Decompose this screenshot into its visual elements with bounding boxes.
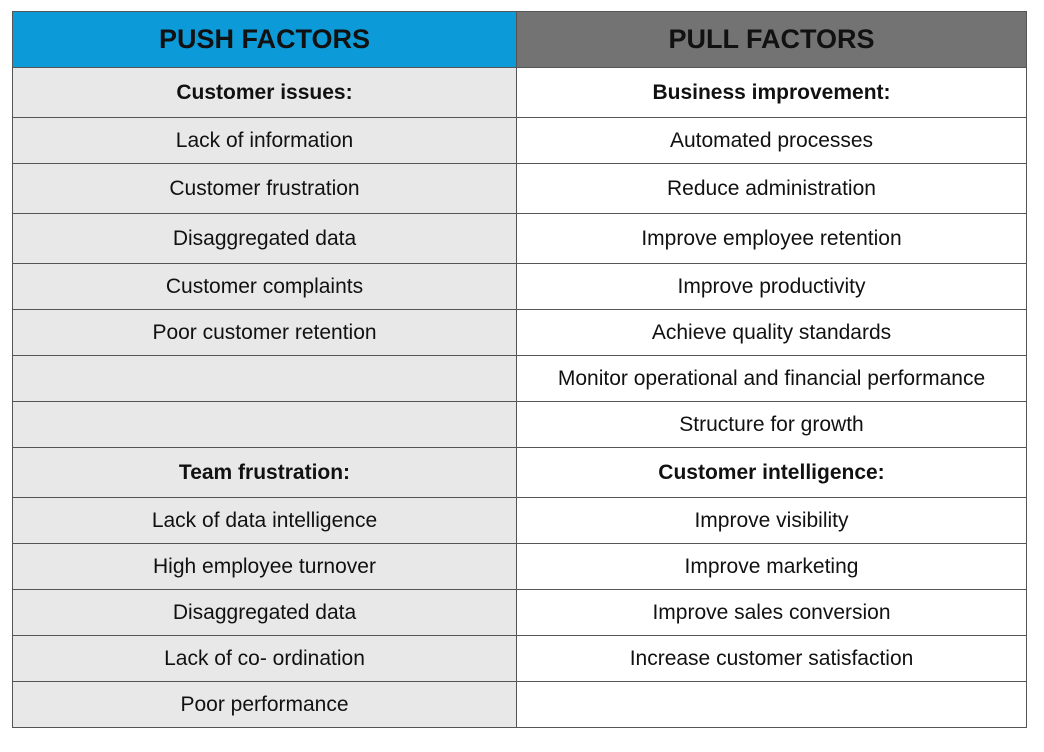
pull-factor-cell: Improve visibility [516,497,1027,544]
table-row: Monitor operational and financial perfor… [12,355,1027,402]
push-factor-cell: Poor customer retention [12,309,517,356]
table-row: Lack of data intelligence Improve visibi… [12,497,1027,544]
pull-factor-cell: Improve sales conversion [516,589,1027,636]
push-factor-cell: Poor performance [12,681,517,728]
table-row: High employee turnover Improve marketing [12,543,1027,590]
pull-factor-cell: Monitor operational and financial perfor… [516,355,1027,402]
pull-factor-cell: Reduce administration [516,163,1027,214]
header-row: PUSH FACTORS PULL FACTORS [12,11,1027,68]
table-row: Disaggregated data Improve employee rete… [12,213,1027,264]
table-row: Poor customer retention Achieve quality … [12,309,1027,356]
pull-factor-cell: Customer intelligence: [516,447,1027,498]
pull-factor-cell: Achieve quality standards [516,309,1027,356]
table-row: Structure for growth [12,401,1027,448]
push-factor-cell: Lack of information [12,117,517,164]
pull-factor-cell: Business improvement: [516,67,1027,118]
pull-factor-cell: Automated processes [516,117,1027,164]
push-factor-cell: Customer issues: [12,67,517,118]
table-row: Customer frustration Reduce administrati… [12,163,1027,214]
pull-factor-cell: Improve productivity [516,263,1027,310]
push-factors-header: PUSH FACTORS [12,11,517,68]
push-factor-cell: High employee turnover [12,543,517,590]
factors-table: PUSH FACTORS PULL FACTORS Customer issue… [12,11,1027,728]
section-row: Team frustration: Customer intelligence: [12,447,1027,498]
push-factor-cell: Lack of co- ordination [12,635,517,682]
push-factor-cell: Disaggregated data [12,213,517,264]
table-row: Lack of information Automated processes [12,117,1027,164]
section-row: Customer issues: Business improvement: [12,67,1027,118]
push-factor-cell: Customer complaints [12,263,517,310]
push-factor-cell: Team frustration: [12,447,517,498]
pull-factors-header: PULL FACTORS [516,11,1027,68]
pull-factor-cell [516,681,1027,728]
table-row: Customer complaints Improve productivity [12,263,1027,310]
push-factor-cell: Customer frustration [12,163,517,214]
table-row: Lack of co- ordination Increase customer… [12,635,1027,682]
push-factor-cell: Disaggregated data [12,589,517,636]
table-row: Poor performance [12,681,1027,728]
pull-factor-cell: Improve employee retention [516,213,1027,264]
pull-factor-cell: Structure for growth [516,401,1027,448]
push-factor-cell [12,355,517,402]
push-factor-cell: Lack of data intelligence [12,497,517,544]
push-factor-cell [12,401,517,448]
pull-factor-cell: Increase customer satisfaction [516,635,1027,682]
pull-factor-cell: Improve marketing [516,543,1027,590]
table-row: Disaggregated data Improve sales convers… [12,589,1027,636]
